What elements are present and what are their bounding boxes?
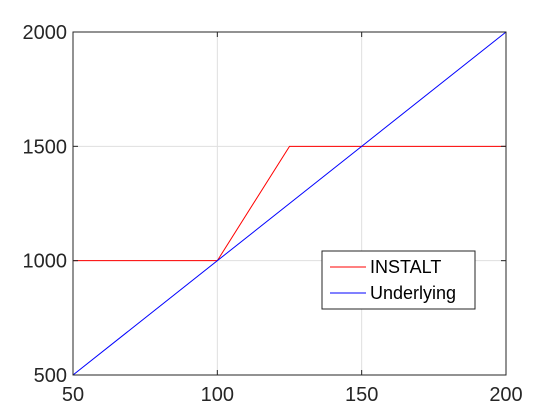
series-lines [72,31,507,376]
legend: INSTALT Underlying [321,250,476,310]
y-tick-label: 2000 [23,22,68,44]
legend-label: Underlying [370,283,456,303]
x-tick-label: 150 [345,384,378,406]
y-tick-label: 1500 [23,136,68,158]
x-tick-label: 50 [62,384,84,406]
y-tick-label: 500 [34,365,67,387]
x-tick-label: 100 [201,384,234,406]
axis-ticks: 50 100 150 200 500 1000 1500 2000 [23,22,523,406]
x-tick-label: 200 [489,384,522,406]
plot-frame [72,31,507,376]
legend-label: INSTALT [370,257,441,277]
instalt-series-line [73,145,506,262]
underlying-series-line [72,31,507,376]
y-tick-label: 1000 [23,251,68,273]
legend-box [321,250,476,310]
